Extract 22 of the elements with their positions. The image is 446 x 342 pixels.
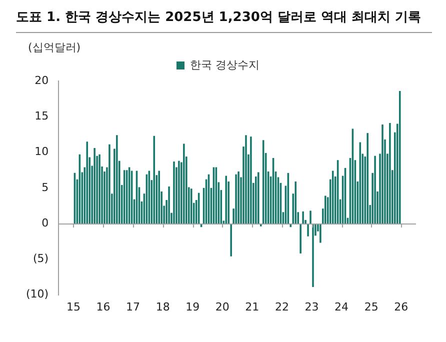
x-tick-label: 24 [334, 300, 349, 314]
x-tick-label: 16 [96, 300, 110, 314]
y-tick-label: 10 [34, 145, 49, 158]
x-tick-label: 21 [245, 300, 260, 314]
y-axis-title: (십억달러) [28, 40, 81, 55]
x-tick-label: 20 [215, 300, 230, 314]
x-tick-label: 22 [274, 300, 289, 314]
y-tick-label: 20 [34, 74, 49, 87]
x-tick-label: 17 [126, 300, 140, 314]
y-tick-label: (10) [26, 288, 49, 301]
x-tick-label: 19 [186, 300, 200, 314]
x-tick-label: 25 [364, 300, 378, 314]
legend-label: 한국 경상수지 [190, 58, 260, 72]
x-tick-label: 18 [156, 300, 170, 314]
y-tick-label: 5 [42, 180, 49, 194]
y-tick-label: 0 [42, 216, 49, 230]
x-tick-label: 15 [66, 300, 80, 314]
y-tick-label: (5) [32, 252, 49, 266]
chart-title: 도표 1. 한국 경상수지는 2025년 1,230억 달러로 역대 최대치 기록 [16, 8, 432, 33]
x-tick-label: 23 [304, 300, 319, 314]
x-tick-label: 26 [394, 300, 408, 314]
y-tick-label: 15 [34, 109, 49, 122]
